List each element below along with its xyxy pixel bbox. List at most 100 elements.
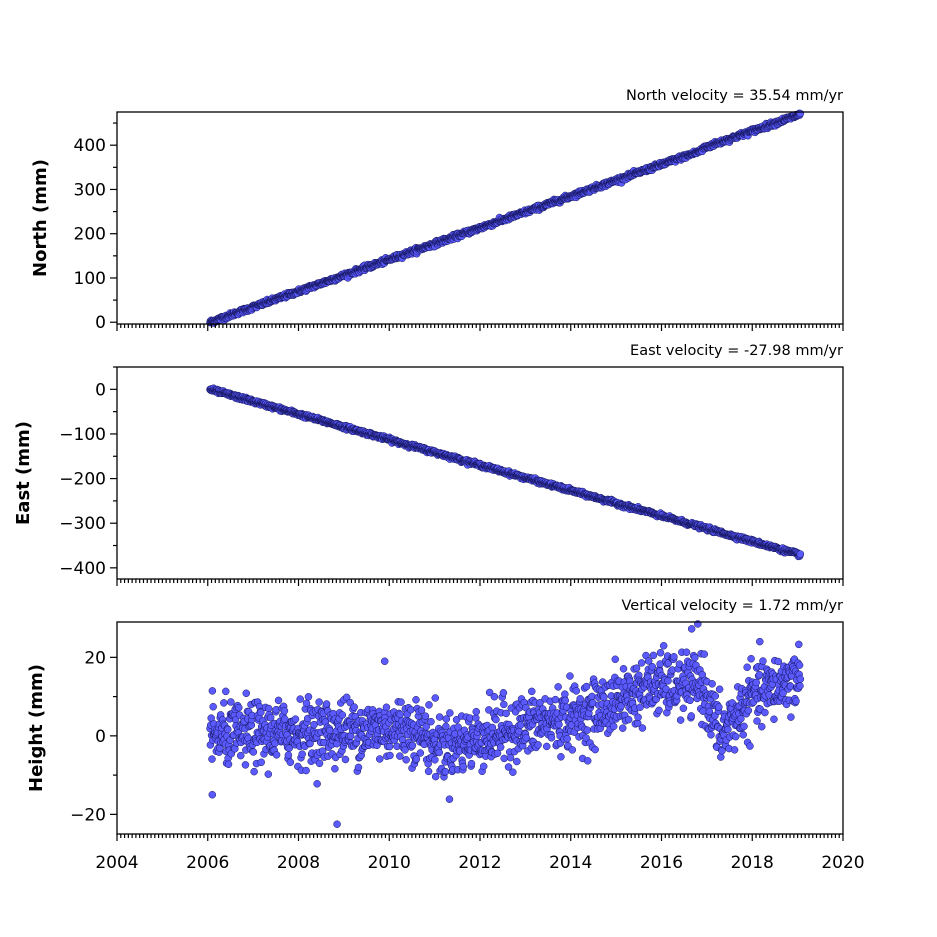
height-data-point (472, 707, 480, 716)
east-y-tick-label: −200 (59, 470, 106, 490)
height-data-point (513, 757, 521, 766)
height-data-point (563, 735, 571, 743)
height-data-point (280, 707, 289, 715)
height-data-point (740, 722, 748, 731)
east-y-axis-label: East (mm) (13, 421, 34, 525)
height-data-point (687, 712, 696, 720)
height-data-point (619, 665, 628, 673)
height-data-point (386, 751, 394, 760)
height-data-point (417, 706, 426, 714)
height-data-point (500, 754, 508, 763)
east-y-tick-label: −300 (59, 514, 106, 534)
height-data-point (711, 692, 720, 700)
height-data-point (752, 678, 760, 687)
height-data-point (446, 709, 454, 717)
height-data-point (516, 721, 525, 729)
height-data-point (241, 761, 250, 769)
east-y-tick-label: 0 (95, 380, 106, 400)
height-data-point (542, 742, 551, 751)
height-data-point (459, 762, 467, 771)
east-data-point (796, 550, 805, 558)
height-data-point (637, 659, 646, 667)
height-data-point (313, 780, 321, 788)
height-data-point (753, 717, 761, 725)
height-data-point (445, 795, 454, 803)
height-data-point (664, 677, 672, 685)
height-data-point (350, 703, 358, 711)
height-data-point (770, 715, 778, 723)
height-data-point (310, 720, 318, 729)
height-data-point (385, 742, 394, 751)
height-data-point (424, 767, 433, 776)
height-data-point (220, 699, 228, 707)
height-panel: 200−20 Vertical velocity = 1.72 mm/yr He… (26, 598, 844, 841)
height-data-point (555, 720, 563, 729)
height-data-point (431, 694, 440, 702)
height-data-point (227, 698, 235, 706)
height-data-point (322, 700, 331, 708)
height-points (206, 620, 805, 828)
height-outlier-point (380, 657, 389, 666)
height-data-point (315, 759, 324, 768)
east-y-tick-label: −400 (59, 559, 106, 579)
north-y-tick-label: 200 (74, 225, 106, 245)
height-y-tick-label: 0 (95, 727, 106, 747)
height-data-point (743, 663, 751, 672)
height-data-point (315, 698, 323, 706)
height-data-point (682, 648, 691, 656)
height-data-point (755, 671, 764, 679)
height-data-point (583, 726, 592, 734)
height-data-point (638, 724, 647, 732)
height-data-point (427, 717, 435, 726)
height-data-point (402, 756, 410, 764)
east-y-tick-label: −100 (59, 425, 106, 445)
height-data-point (609, 722, 618, 731)
north-y-tick-label: 100 (74, 269, 106, 289)
height-data-point (582, 682, 591, 691)
height-data-point (636, 703, 644, 711)
east-plot-frame (116, 366, 844, 580)
height-data-point (576, 695, 584, 703)
height-data-point (431, 756, 439, 764)
height-data-point (744, 706, 753, 715)
height-data-point (747, 655, 755, 663)
height-data-point (676, 716, 685, 724)
east-panel: 0−100−200−300−400 East velocity = -27.98… (13, 343, 844, 586)
height-data-point (572, 687, 581, 695)
height-data-point (341, 755, 350, 764)
height-data-point (296, 695, 304, 703)
height-data-point (250, 767, 258, 776)
height-data-point (648, 663, 657, 671)
height-data-point (264, 770, 273, 778)
height-data-point (479, 762, 488, 771)
height-data-point (787, 713, 795, 721)
height-data-point (761, 708, 769, 717)
height-outlier-point (333, 820, 341, 828)
north-y-tick-label: 0 (95, 313, 106, 333)
north-data-point (796, 109, 805, 118)
height-data-point (291, 715, 300, 723)
height-data-point (686, 696, 694, 705)
height-data-point (441, 767, 450, 776)
height-data-point (691, 653, 699, 662)
height-data-point (632, 664, 641, 672)
east-y-ticks: 0 −100 −200 −300 −400 (59, 366, 117, 579)
height-data-point (302, 766, 310, 775)
height-data-point (588, 692, 596, 701)
height-data-point (209, 702, 217, 711)
north-x-ticks (116, 324, 844, 331)
north-points (206, 109, 805, 327)
height-data-point (421, 712, 430, 720)
height-data-point (707, 731, 715, 739)
height-data-point (425, 701, 433, 709)
height-data-point (708, 680, 716, 688)
height-data-point (490, 692, 499, 701)
height-data-point (376, 755, 384, 763)
height-data-point (492, 715, 500, 724)
height-data-point (715, 703, 723, 711)
height-data-point (235, 703, 243, 712)
height-data-point (732, 732, 740, 741)
height-data-point (551, 695, 560, 704)
